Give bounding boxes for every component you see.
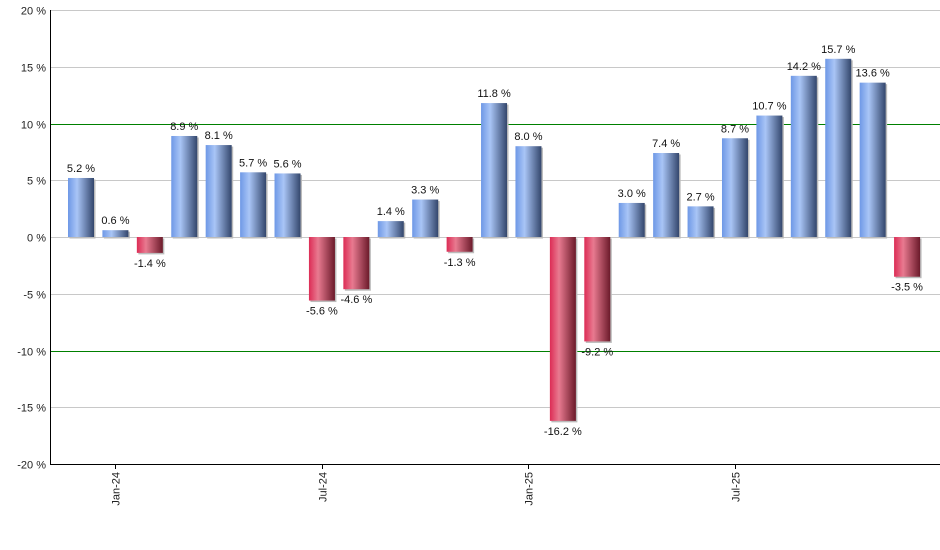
data-label: 1.4 % bbox=[377, 206, 405, 218]
data-label: -1.3 % bbox=[444, 257, 476, 269]
bar bbox=[343, 237, 370, 290]
bar bbox=[136, 237, 163, 253]
y-tick-label: 10 % bbox=[21, 120, 46, 132]
x-tick-label: Jul-24 bbox=[318, 472, 330, 502]
data-label: 0.6 % bbox=[101, 215, 129, 227]
data-label: 11.8 % bbox=[477, 88, 511, 100]
data-label: -16.2 % bbox=[544, 426, 582, 438]
data-label: 8.7 % bbox=[721, 123, 749, 135]
data-label: -3.5 % bbox=[891, 282, 923, 294]
bar bbox=[205, 145, 232, 237]
bar bbox=[240, 172, 267, 237]
data-label: 3.3 % bbox=[411, 185, 439, 197]
bar bbox=[584, 237, 611, 342]
y-tick-label: 15 % bbox=[21, 63, 46, 75]
y-tick-label: -20 % bbox=[17, 460, 46, 472]
bar bbox=[756, 115, 783, 237]
data-label: 10.7 % bbox=[752, 101, 786, 113]
data-label: 2.7 % bbox=[686, 191, 714, 203]
data-label: -5.6 % bbox=[306, 306, 338, 318]
bar bbox=[790, 75, 817, 237]
bars bbox=[68, 58, 922, 423]
bar bbox=[549, 237, 576, 421]
data-label: 7.4 % bbox=[652, 138, 680, 150]
data-label: 15.7 % bbox=[821, 44, 855, 56]
bar bbox=[687, 206, 714, 237]
data-labels: 5.2 % 0.6 % -1.4 % 8.9 % 8.1 % 5.7 % 5.6 % -5.6… bbox=[67, 44, 923, 438]
y-tick-label: -15 % bbox=[17, 403, 46, 415]
bar bbox=[308, 237, 335, 301]
bar bbox=[653, 153, 680, 237]
bar bbox=[515, 146, 542, 237]
y-tick-label: 0 % bbox=[27, 233, 46, 245]
bar bbox=[825, 58, 852, 238]
x-tick-label: Jan-25 bbox=[524, 472, 536, 506]
y-tick-label: -10 % bbox=[17, 347, 46, 359]
bar bbox=[618, 202, 645, 237]
x-tick-label: Jan-24 bbox=[111, 472, 123, 506]
data-label: 14.2 % bbox=[787, 61, 821, 73]
data-label: 5.6 % bbox=[273, 158, 301, 170]
bar bbox=[377, 221, 404, 237]
bar bbox=[446, 237, 473, 252]
bar bbox=[171, 135, 198, 237]
y-tick-label: -5 % bbox=[23, 290, 46, 302]
data-label: 8.0 % bbox=[514, 131, 542, 143]
data-label: 5.7 % bbox=[239, 157, 267, 169]
bar bbox=[68, 177, 94, 237]
data-label: 13.6 % bbox=[856, 68, 890, 80]
axes: -20 % -15 % -10 % -5 % 0 % 5 % 10 % 15 % 20 % Jan… bbox=[17, 6, 940, 506]
y-tick-label: 5 % bbox=[27, 176, 46, 188]
data-label: -9.2 % bbox=[581, 346, 613, 358]
data-label: 3.0 % bbox=[618, 188, 646, 200]
x-tick-label: Jul-25 bbox=[731, 472, 743, 502]
data-label: 8.1 % bbox=[205, 130, 233, 142]
bar bbox=[102, 230, 129, 237]
bar bbox=[412, 199, 439, 237]
bar bbox=[481, 103, 508, 237]
data-label: 8.9 % bbox=[170, 121, 198, 133]
bar bbox=[274, 173, 301, 237]
bar bbox=[894, 237, 921, 277]
data-label: -1.4 % bbox=[134, 258, 166, 270]
data-label: 5.2 % bbox=[67, 163, 95, 175]
data-label: -4.6 % bbox=[340, 294, 372, 306]
bar bbox=[859, 82, 886, 237]
y-tick-label: 20 % bbox=[21, 6, 46, 18]
bar bbox=[721, 138, 748, 237]
